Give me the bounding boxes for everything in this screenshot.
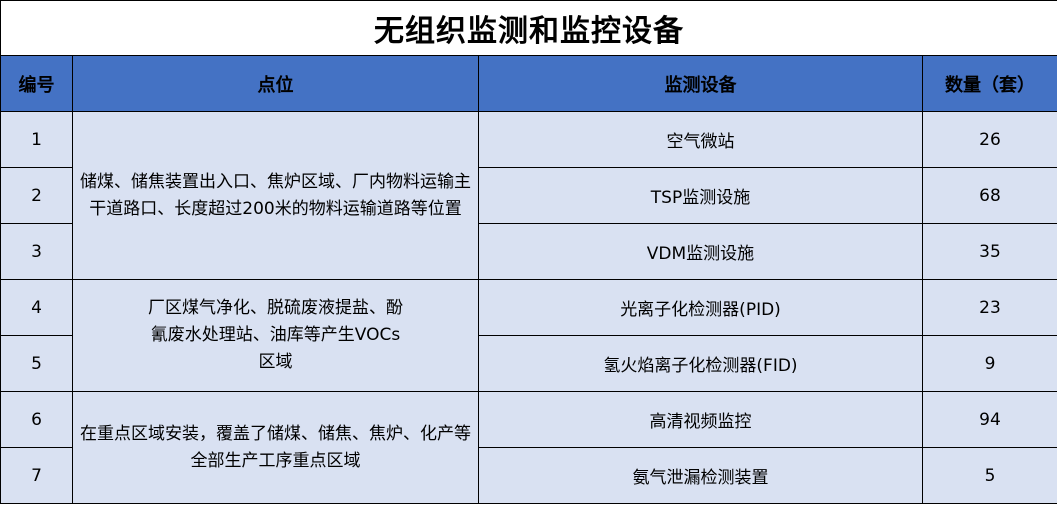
row-number: 5 bbox=[0, 335, 73, 392]
quantity-cell: 35 bbox=[922, 223, 1057, 280]
quantity-cell: 94 bbox=[922, 391, 1057, 448]
header-number: 编号 bbox=[0, 55, 73, 112]
row-number: 7 bbox=[0, 447, 73, 504]
device-cell: 氢火焰离子化检测器(FID) bbox=[478, 335, 923, 392]
quantity-cell: 23 bbox=[922, 279, 1057, 336]
device-cell: 光离子化检测器(PID) bbox=[478, 279, 923, 336]
table-row: 6 在重点区域安装，覆盖了储煤、储焦、焦炉、化产等全部生产工序重点区域 高清视频… bbox=[0, 391, 1057, 504]
table-row: 3 VDM监测设施 35 bbox=[0, 223, 1057, 280]
device-cell: 空气微站 bbox=[478, 111, 923, 168]
row-number: 2 bbox=[0, 167, 73, 224]
row-number: 1 bbox=[0, 111, 73, 168]
device-cell: VDM监测设施 bbox=[478, 223, 923, 280]
location-cell: 储煤、储焦装置出入口、焦炉区域、厂内物料运输主干道路口、长度超过200米的物料运… bbox=[72, 111, 479, 280]
row-number: 4 bbox=[0, 279, 73, 336]
device-cell: 高清视频监控 bbox=[478, 391, 923, 448]
row-number: 3 bbox=[0, 223, 73, 280]
quantity-cell: 9 bbox=[922, 335, 1057, 392]
table-row: 2 TSP监测设施 68 bbox=[0, 167, 1057, 224]
table-row: 7 氨气泄漏检测装置 5 bbox=[0, 447, 1057, 504]
table-title: 无组织监测和监控设备 bbox=[0, 0, 1057, 56]
header-quantity: 数量（套） bbox=[922, 55, 1057, 112]
table-row: 5 氢火焰离子化检测器(FID) 9 bbox=[0, 335, 1057, 392]
quantity-cell: 68 bbox=[922, 167, 1057, 224]
location-cell: 在重点区域安装，覆盖了储煤、储焦、焦炉、化产等全部生产工序重点区域 bbox=[72, 391, 479, 504]
table-row: 4 厂区煤气净化、脱硫废液提盐、酚氰废水处理站、油库等产生VOCs区域 光离子化… bbox=[0, 279, 1057, 392]
header-device: 监测设备 bbox=[478, 55, 923, 112]
quantity-cell: 26 bbox=[922, 111, 1057, 168]
device-cell: TSP监测设施 bbox=[478, 167, 923, 224]
row-number: 6 bbox=[0, 391, 73, 448]
table-row: 1 储煤、储焦装置出入口、焦炉区域、厂内物料运输主干道路口、长度超过200米的物… bbox=[0, 111, 1057, 280]
quantity-cell: 5 bbox=[922, 447, 1057, 504]
device-cell: 氨气泄漏检测装置 bbox=[478, 447, 923, 504]
location-cell: 厂区煤气净化、脱硫废液提盐、酚氰废水处理站、油库等产生VOCs区域 bbox=[72, 279, 479, 392]
header-location: 点位 bbox=[72, 55, 479, 112]
